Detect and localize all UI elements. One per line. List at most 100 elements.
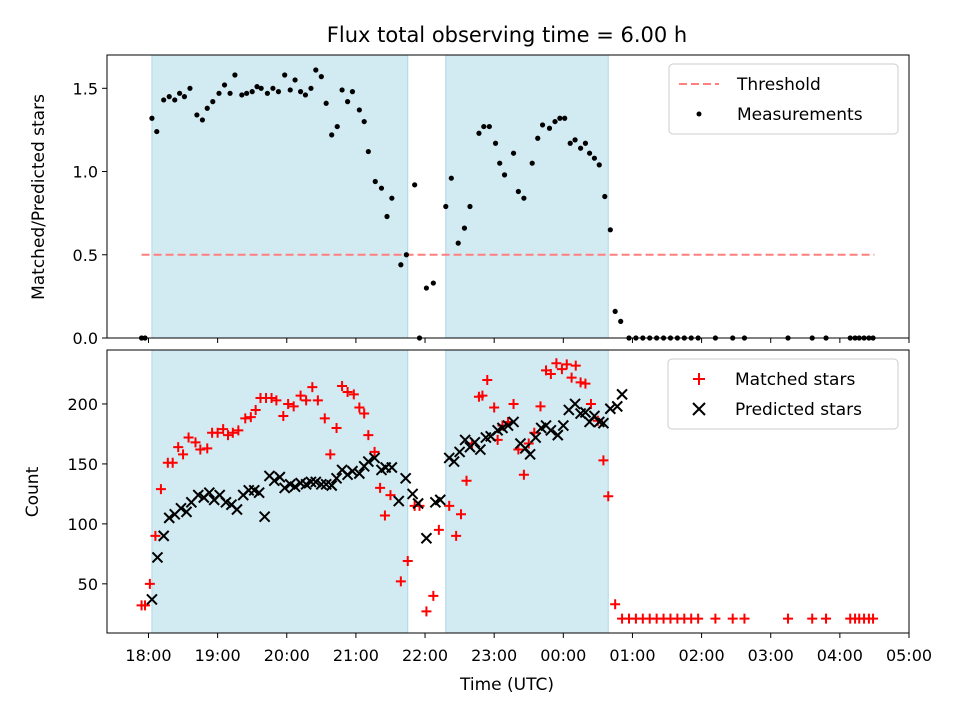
top-x-axis-ticks <box>147 338 910 343</box>
measurement-point <box>216 90 222 96</box>
matched-star-point <box>821 613 832 624</box>
x-tick-label: 02:00 <box>679 646 725 665</box>
measurement-point <box>618 318 624 324</box>
predicted-star-point <box>434 494 446 506</box>
legend-matched-label: Matched stars <box>735 370 855 390</box>
measurement-point <box>572 137 578 143</box>
predicted-star-point <box>611 400 623 413</box>
predicted-star-point <box>552 429 564 441</box>
matched-star-point <box>288 401 299 412</box>
measurement-point <box>356 107 362 113</box>
matched-star-point <box>283 398 294 409</box>
legend-predicted-swatch <box>692 402 706 416</box>
measurement-point <box>194 112 200 118</box>
matched-star-point <box>227 427 238 438</box>
measurement-point <box>535 135 541 141</box>
measurement-point <box>443 203 449 210</box>
measurement-point <box>529 160 535 166</box>
measurement-point <box>562 115 568 121</box>
predicted-star-point <box>362 455 375 468</box>
predicted-star-point <box>616 388 628 401</box>
predicted-star-point <box>604 403 617 415</box>
top-y-axis-label: Matched/Predicted stars <box>29 94 49 300</box>
bottom-legend: Matched stars Predicted stars <box>667 358 899 430</box>
measurement-point <box>221 82 228 88</box>
matched-star-point <box>610 599 621 610</box>
y-tick-label: 50 <box>78 575 98 594</box>
measurement-point <box>372 178 378 185</box>
y-tick-label: 0.0 <box>73 329 98 348</box>
measurement-point <box>232 72 238 78</box>
x-tick-label: 19:00 <box>195 646 241 665</box>
matched-star-point <box>178 449 189 460</box>
measurement-point <box>349 89 356 95</box>
matched-star-point <box>585 398 596 409</box>
measurement-point <box>510 150 517 156</box>
predicted-star-point <box>469 436 481 449</box>
predicted-star-point <box>289 480 301 493</box>
measurement-point <box>187 85 193 91</box>
matched-star-point <box>183 432 194 443</box>
predicted-star-point <box>175 502 187 514</box>
matched-star-point <box>150 530 161 541</box>
predicted-star-point <box>579 406 592 419</box>
predicted-star-point <box>502 419 514 432</box>
x-tick-label: 23:00 <box>471 646 517 665</box>
predicted-star-point <box>474 443 487 456</box>
bottom-x-axis-ticks: 18:00 19:00 20:00 21:00 22:00 23:00 00:00 01:00… <box>125 633 932 665</box>
matched-star-point <box>395 576 406 587</box>
predicted-star-point <box>412 497 424 510</box>
matched-star-point <box>312 395 323 406</box>
measurement-point <box>176 90 183 96</box>
measurement-point <box>227 90 233 96</box>
measurement-point <box>412 182 418 188</box>
matched-star-point <box>489 402 500 413</box>
matched-star-point <box>868 613 879 624</box>
measurement-point <box>577 145 584 151</box>
predicted-star-point <box>278 482 291 494</box>
measurement-point <box>297 89 304 95</box>
y-tick-label: 150 <box>67 455 98 474</box>
predicted-star-point <box>253 486 265 499</box>
matched-stars-points <box>136 358 879 624</box>
matched-star-point <box>240 413 251 424</box>
measurement-point <box>403 252 409 258</box>
predicted-star-point <box>325 479 338 492</box>
measurement-point <box>365 148 371 155</box>
chart-title: Flux total observing time = 6.00 h <box>327 23 687 47</box>
measurement-point <box>339 87 345 93</box>
matched-star-point <box>140 600 151 611</box>
matched-star-point <box>433 524 444 535</box>
predicted-star-point <box>524 448 536 461</box>
measurement-point <box>264 90 270 96</box>
measurement-point <box>318 74 324 80</box>
measurement-point <box>270 85 276 91</box>
measurement-point <box>539 122 546 128</box>
measurement-point <box>292 77 298 83</box>
matched-star-point <box>144 578 155 589</box>
predicted-star-point <box>545 424 557 437</box>
matched-star-point <box>295 390 306 401</box>
matched-star-point <box>477 390 488 401</box>
matched-star-point <box>167 457 178 468</box>
predicted-star-point <box>346 465 359 477</box>
matched-star-point <box>739 613 750 624</box>
measurement-point <box>258 85 264 91</box>
matched-star-point <box>369 446 380 457</box>
predicted-star-point <box>203 486 216 499</box>
shaded-interval <box>445 349 609 634</box>
counts-panel: 50 100 150 200 18:00 19:00 20:00 21:00 22:00 23:… <box>23 349 932 665</box>
x-tick-label: 22:00 <box>402 646 448 665</box>
predicted-star-point <box>146 593 158 606</box>
matched-star-point <box>428 590 439 601</box>
matched-star-point <box>575 377 586 388</box>
measurement-point <box>181 94 188 100</box>
matched-star-point <box>556 364 567 375</box>
matched-star-point <box>421 606 432 617</box>
top-legend-box <box>668 63 899 135</box>
y-tick-label: 1.5 <box>73 79 98 98</box>
matched-star-point <box>195 444 206 455</box>
measurement-point <box>398 262 404 268</box>
predicted-star-point <box>557 419 570 432</box>
top-axes-frame <box>106 54 910 339</box>
